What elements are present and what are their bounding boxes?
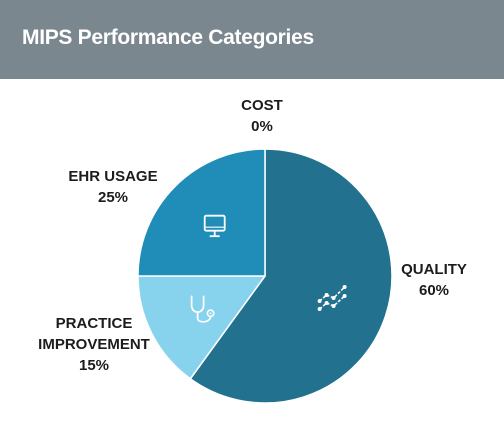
stethoscope-icon: [190, 295, 215, 323]
slice-value-quality: 60%: [419, 282, 449, 299]
slice-icons: [190, 214, 347, 323]
slice-value-ehr-usage: 25%: [98, 189, 128, 206]
slice-labels: QUALITY 60% PRACTICE IMPROVEMENT 15% EHR USAG…: [38, 97, 467, 374]
slice-value-cost: 0%: [251, 118, 273, 135]
computer-monitor-icon: [203, 214, 226, 238]
slice-label-quality: QUALITY: [401, 261, 467, 278]
trend-line-icon: [317, 285, 347, 311]
pie-slice-quality: [189, 148, 393, 404]
pie-slice-practice-improvement: [137, 275, 266, 380]
pie-slice-ehr-usage: [137, 148, 266, 277]
pie-slices: [137, 148, 393, 404]
slice-value-practice-improvement: 15%: [79, 357, 109, 374]
chart-title: MIPS Performance Categories: [22, 26, 314, 49]
slice-label-practice-improvement-line-2: IMPROVEMENT: [38, 336, 150, 353]
slice-label-practice-improvement-line-1: PRACTICE: [56, 315, 133, 332]
slice-label-cost: COST: [241, 97, 283, 114]
slice-label-ehr-usage: EHR USAGE: [68, 168, 157, 185]
chart-header: MIPS Performance Categories: [0, 0, 504, 79]
